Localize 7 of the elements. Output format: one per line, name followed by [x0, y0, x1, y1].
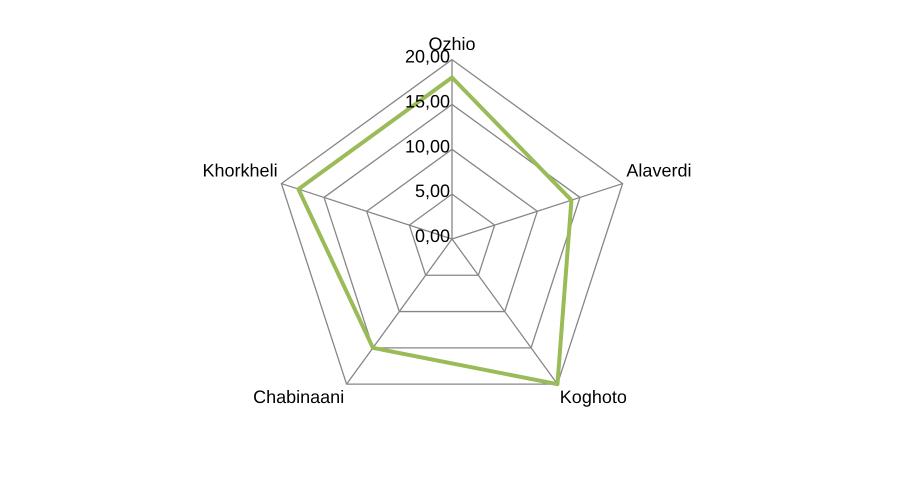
spoke-label: Khorkheli: [202, 160, 278, 180]
spoke-label: Chabinaani: [253, 387, 344, 408]
y-tick-label: 0,00: [414, 226, 450, 246]
spoke-label: Koghoto: [560, 387, 627, 408]
y-tick-label: 10,00: [404, 136, 450, 156]
y-tick-label: 5,00: [414, 181, 450, 202]
spoke-label: Alaverdi: [626, 160, 692, 180]
